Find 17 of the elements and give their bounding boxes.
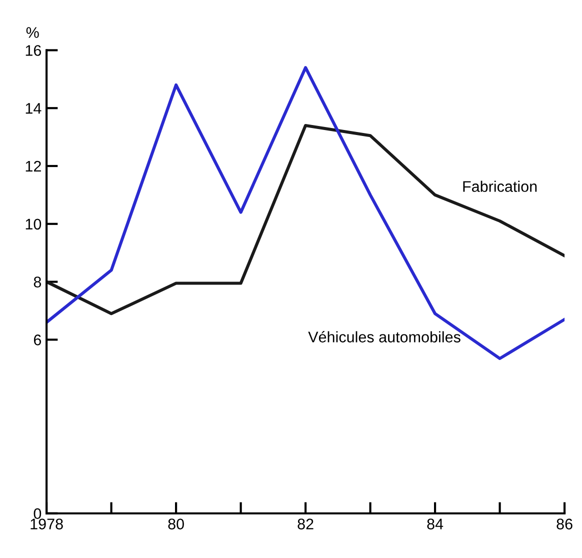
series-label: Fabrication [463,180,537,192]
y-tick-label: 0 [34,508,42,520]
y-axis-title: % [26,27,39,38]
line-series [46,124,565,316]
y-tick-label: 8 [34,276,42,288]
y-tick-label: 12 [26,160,41,172]
x-tick-label: 86 [556,518,572,530]
x-tick-label: 80 [168,518,184,530]
y-tick-label: 16 [26,45,42,56]
x-tick-label: 1978 [30,518,63,530]
y-tick-label: 6 [34,334,42,346]
x-tick-label: 82 [298,518,314,530]
x-tick-label: 84 [427,518,444,530]
line-series [46,66,565,360]
y-tick-label: 14 [26,103,42,114]
series-label: Véhicules automobiles [308,331,460,342]
y-tick-label: 10 [26,218,42,230]
